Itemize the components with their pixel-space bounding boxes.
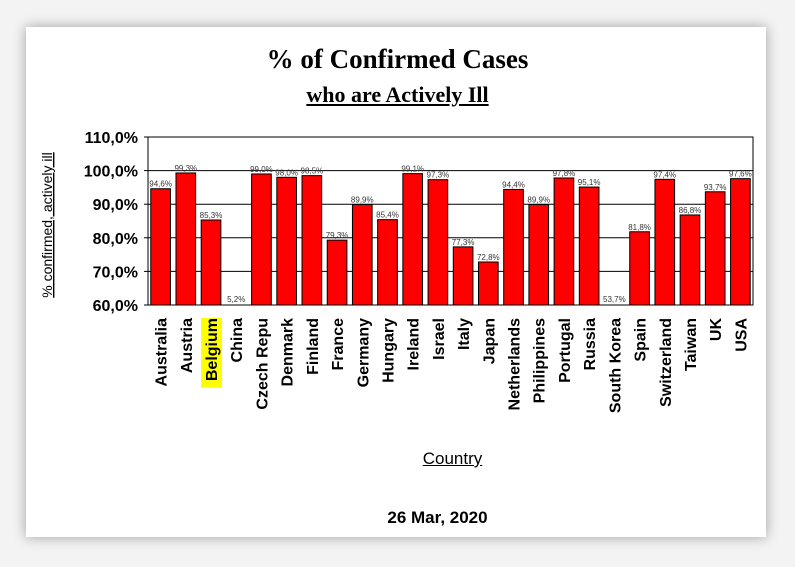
chart-title: % of Confirmed Cases [266, 44, 529, 74]
y-tick-label: 100,0% [84, 164, 138, 181]
data-label: 85,3% [200, 211, 223, 220]
data-label: 86,8% [679, 206, 702, 215]
data-label: 99,3% [174, 164, 197, 173]
data-label: 99,0% [250, 165, 273, 174]
bar [301, 175, 323, 306]
data-label: 72,8% [477, 253, 500, 262]
bar [629, 231, 650, 306]
category-highlight [201, 318, 223, 388]
data-label: 85,4% [376, 211, 399, 220]
category-label: Russia [582, 318, 599, 371]
bar [200, 219, 222, 306]
y-tick-label: 60,0% [93, 298, 138, 315]
x-axis-label: Country [422, 449, 483, 468]
bar [427, 179, 449, 306]
bar [377, 219, 398, 306]
category-label: Japan [481, 318, 498, 364]
bar [578, 186, 600, 306]
data-label: 5,2% [227, 295, 245, 304]
data-label: 99,1% [401, 165, 424, 174]
category-label: Switzerland [658, 318, 675, 407]
category-label: France [330, 318, 347, 371]
y-tick-label: 70,0% [93, 264, 138, 281]
bar [175, 172, 197, 306]
y-axis-label: % confirmed, actively ill [39, 152, 55, 298]
data-label: 97,3% [427, 171, 450, 180]
category-label: Finland [305, 318, 322, 375]
bar [528, 204, 550, 306]
y-tick-label: 90,0% [93, 197, 138, 214]
bar [730, 178, 751, 306]
category-label: Spain [633, 318, 650, 362]
bar [276, 176, 297, 306]
category-label: Denmark [280, 318, 297, 387]
bar [654, 178, 676, 306]
data-label: 97,4% [653, 170, 676, 179]
category-label: Austria [179, 318, 196, 373]
bar [351, 204, 373, 306]
category-label: UK [708, 318, 725, 342]
data-label: 53,7% [603, 295, 626, 304]
data-label: 81,8% [628, 223, 651, 232]
category-label: Israel [431, 318, 448, 360]
chart-date: 26 Mar, 2020 [387, 508, 488, 527]
chart-subtitle: who are Actively Ill [306, 82, 489, 107]
data-label: 77,3% [452, 238, 475, 247]
category-label: Hungary [380, 318, 397, 383]
category-label: Germany [355, 318, 372, 387]
category-label: China [229, 318, 246, 363]
data-label: 97,6% [729, 170, 752, 179]
y-tick-label: 110,0% [85, 130, 138, 147]
data-label: 98,5% [301, 167, 324, 176]
data-label: 95,1% [578, 178, 601, 187]
bar [704, 191, 726, 306]
category-label: Belgium [204, 318, 221, 381]
bar [251, 173, 272, 306]
plot-area [147, 136, 754, 306]
category-label: Czech Repu [254, 318, 271, 410]
category-label: Portugal [557, 318, 574, 383]
category-label: Netherlands [507, 318, 524, 411]
category-label: Taiwan [683, 318, 700, 371]
data-label: 94,4% [502, 180, 525, 189]
category-label: Italy [456, 318, 473, 350]
data-label: 79,3% [326, 231, 349, 240]
category-label: Ireland [406, 318, 423, 370]
y-tick-label: 80,0% [93, 231, 138, 248]
data-label: 89,9% [527, 196, 550, 205]
category-label: USA [733, 318, 750, 352]
bar [150, 188, 171, 306]
data-label: 97,8% [553, 169, 576, 178]
data-label: 98,0% [275, 168, 298, 177]
category-label: South Korea [607, 318, 624, 413]
bar [402, 173, 424, 306]
bar [679, 214, 701, 306]
data-label: 89,9% [351, 196, 374, 205]
data-label: 94,6% [149, 180, 172, 189]
bar [477, 261, 499, 306]
bar [503, 188, 524, 306]
bar [326, 239, 348, 306]
bar [553, 177, 575, 306]
category-label: Australia [154, 318, 171, 387]
bar [452, 246, 474, 306]
category-label: Philippines [532, 318, 549, 403]
data-label: 93,7% [704, 183, 727, 192]
